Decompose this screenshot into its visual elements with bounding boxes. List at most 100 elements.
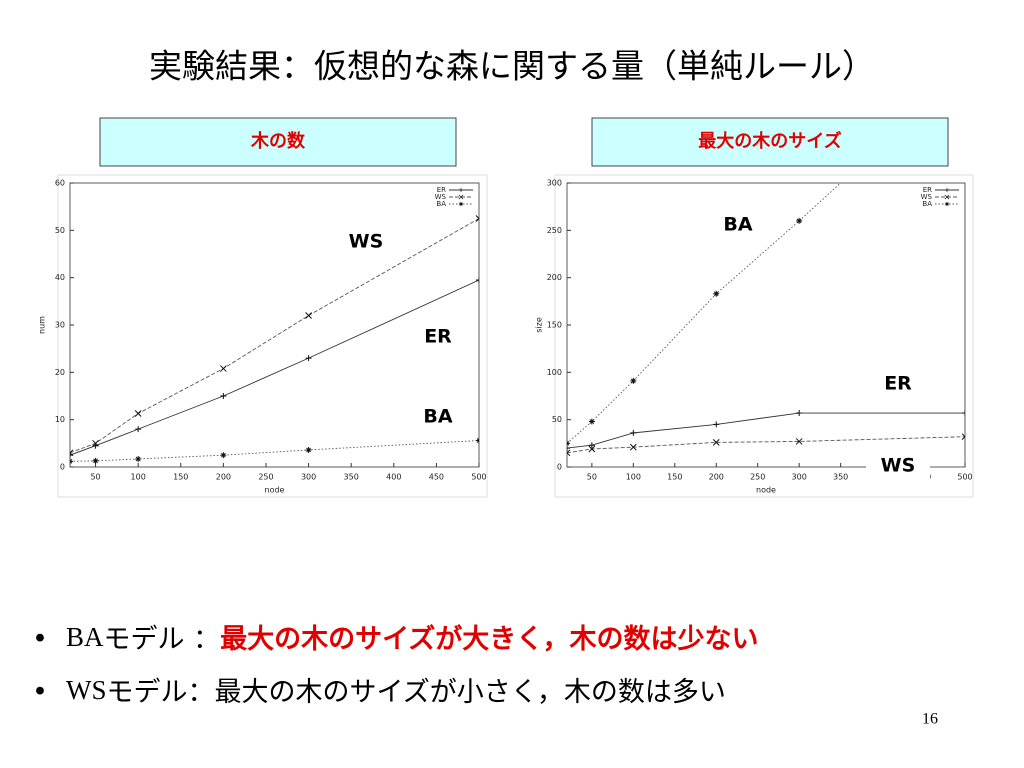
x-tick-label: 200 <box>709 473 724 482</box>
data-point <box>713 290 720 297</box>
data-point <box>92 439 99 447</box>
data-point <box>135 455 142 462</box>
x-tick-label: 150 <box>173 473 188 482</box>
bullet-body: 最大の木のサイズが小さく，木の数は多い <box>215 677 726 708</box>
legend-marker <box>458 194 464 200</box>
data-point <box>712 439 720 446</box>
bullet-body: 最大の木のサイズが大きく，木の数は少ない <box>220 623 758 655</box>
data-point <box>567 440 570 447</box>
data-point <box>588 418 595 425</box>
y-tick-label: 100 <box>547 368 562 377</box>
annotation: WS <box>881 455 916 477</box>
legend-label: BA <box>436 200 446 208</box>
chart-title: 木の数 <box>250 130 306 152</box>
x-tick-label: 50 <box>90 473 100 482</box>
y-tick-label: 250 <box>547 226 562 235</box>
data-point <box>588 445 596 453</box>
data-point <box>70 458 73 465</box>
annotation: ER <box>424 326 452 348</box>
y-tick-label: 0 <box>60 463 65 472</box>
data-point <box>476 277 479 284</box>
x-axis-label: node <box>756 486 776 495</box>
model-name: BA <box>66 622 104 652</box>
x-tick-label: 500 <box>471 473 486 482</box>
x-tick-label: 500 <box>957 473 972 482</box>
data-point <box>476 437 479 444</box>
x-axis-label: node <box>265 486 285 495</box>
bullet-label: モデル ： <box>104 624 221 655</box>
x-tick-label: 450 <box>429 473 444 482</box>
data-point <box>796 410 803 417</box>
x-tick-label: 50 <box>587 473 597 482</box>
plot-frame <box>57 174 488 498</box>
x-tick-label: 250 <box>750 473 765 482</box>
plot-clip <box>70 215 479 465</box>
legend-label: WS <box>435 193 447 201</box>
legend-marker <box>944 201 950 207</box>
data-point <box>713 421 720 428</box>
data-point <box>567 445 570 452</box>
x-tick-label: 350 <box>833 473 848 482</box>
y-tick-label: 50 <box>55 226 65 235</box>
data-point <box>220 365 227 372</box>
y-axis-label: num <box>38 316 47 334</box>
x-tick-label: 350 <box>344 473 359 482</box>
legend-marker <box>458 187 464 193</box>
data-point <box>220 393 227 399</box>
y-tick-label: 200 <box>547 273 562 282</box>
x-tick-label: 150 <box>667 473 682 482</box>
data-point <box>796 217 803 224</box>
legend-marker <box>944 187 950 193</box>
page-number: 16 <box>922 711 938 728</box>
legend-label: WS <box>921 193 933 201</box>
y-tick-label: 20 <box>55 368 65 377</box>
chart-header-box <box>99 117 457 167</box>
y-tick-label: 30 <box>55 321 65 330</box>
series-line <box>567 436 965 454</box>
x-tick-label: 250 <box>258 473 273 482</box>
bullet-dot: • <box>32 624 48 655</box>
legend-label: BA <box>922 200 932 208</box>
series-line <box>567 183 842 444</box>
data-point <box>305 446 312 453</box>
bullet-text: WSモデル：最大の木のサイズが小さく，木の数は多い <box>66 675 726 707</box>
legend-marker <box>944 194 950 200</box>
data-point <box>305 312 312 319</box>
plot-area <box>566 182 966 468</box>
y-tick-label: 300 <box>547 179 562 188</box>
x-tick-label: 400 <box>386 473 401 482</box>
y-axis-label: size <box>535 317 544 333</box>
annotation-bg <box>866 452 930 480</box>
slide-title: 実験結果：仮想的な森に関する量（単純ルール） <box>149 47 875 86</box>
annotation: BA <box>723 214 752 236</box>
data-point <box>962 410 965 417</box>
data-point <box>134 410 142 417</box>
x-tick-label: 100 <box>626 473 641 482</box>
x-tick-label: 200 <box>216 473 231 482</box>
chart-header-box <box>591 117 949 167</box>
plot-area <box>69 182 480 468</box>
data-point <box>92 457 99 464</box>
y-tick-label: 60 <box>55 179 65 188</box>
chart-title: 最大の木のサイズ <box>698 130 841 152</box>
series-line <box>70 279 479 456</box>
series-line <box>567 412 965 449</box>
data-point <box>475 215 479 222</box>
series-line <box>70 440 479 462</box>
data-point <box>135 426 142 433</box>
plot-clip <box>567 183 965 457</box>
model-name: WS <box>66 675 107 705</box>
y-tick-label: 0 <box>557 463 562 472</box>
bullet-dot: • <box>32 677 48 708</box>
y-tick-label: 10 <box>55 415 65 424</box>
data-point <box>220 452 227 459</box>
x-tick-label: 300 <box>301 473 316 482</box>
annotation: ER <box>884 373 912 395</box>
y-tick-label: 50 <box>552 415 562 424</box>
data-point <box>567 449 571 457</box>
data-point <box>961 433 965 441</box>
x-tick-label: 300 <box>792 473 807 482</box>
y-tick-label: 150 <box>547 321 562 330</box>
data-point <box>70 449 74 457</box>
